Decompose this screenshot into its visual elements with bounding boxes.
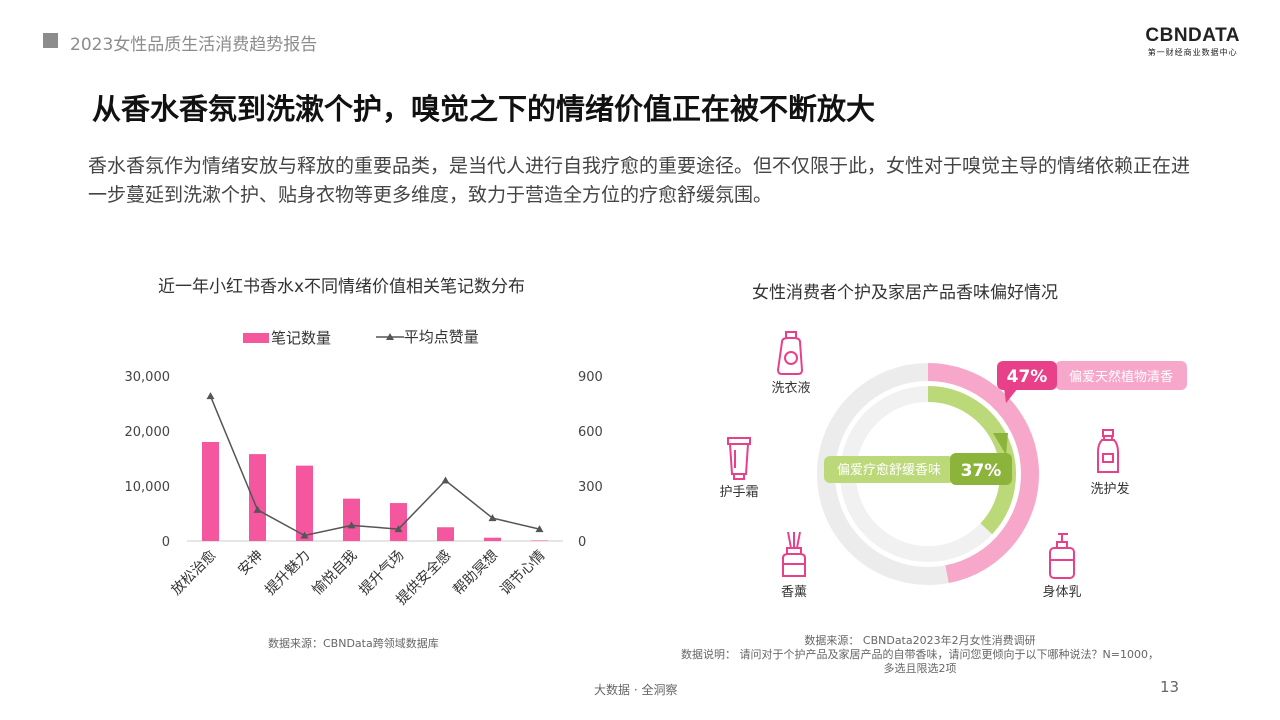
label-37-value-box: [950, 453, 1012, 485]
x-category-label: 提升魅力: [262, 548, 313, 599]
donut-chart: 47% 偏爱天然植物清香 37% 偏爱疗愈舒缓香味 洗衣液 护手霜 香薰: [719, 331, 1187, 600]
label-37-text: 偏爱疗愈舒缓香味: [837, 463, 941, 478]
avg-likes-line: [209, 395, 540, 537]
bar-2: [249, 454, 266, 541]
bar-chart: 0 10,000 20,000 30,000 0 300 600 900 放松治愈 安神提升魅力愉…: [125, 370, 603, 608]
line-point-6: [441, 476, 450, 484]
line-point-7: [488, 514, 497, 522]
header-square: [43, 33, 58, 48]
legend-bar-swatch: [243, 332, 269, 343]
label-47-pointer: [1004, 388, 1018, 403]
bar-8: [531, 540, 548, 541]
y-right-tick-label: 600: [578, 425, 603, 440]
y-right-tick-label: 0: [578, 535, 586, 550]
hand-cream-icon: [727, 437, 751, 480]
logo-sub-text: 第一财经商业数据中心: [1147, 48, 1238, 57]
line-point-1: [206, 392, 215, 400]
logo-main-text: CBNDATA: [1145, 25, 1240, 46]
icon-label-aroma: 香薰: [781, 585, 807, 600]
icon-label-body-lotion: 身体乳: [1042, 584, 1081, 600]
x-category-label: 帮助冥想: [450, 548, 501, 599]
bar-chart-source: 数据来源：CBNData跨领域数据库: [268, 637, 439, 650]
body-lotion-icon: [1049, 533, 1075, 579]
y-left-tick-label: 10,000: [125, 480, 171, 495]
donut-source-line-1: 数据来源： CBNData2023年2月女性消费调研: [804, 634, 1036, 647]
label-37-pointer: [993, 433, 1008, 455]
donut-source-line-2: 数据说明： 请问对于个护产品及家居产品的自带香味，请问您更倾向于以下哪种说法？N…: [681, 648, 1159, 661]
cbndata-logo: CBNDATA 第一财经商业数据中心: [1145, 26, 1240, 58]
line-point-4: [347, 521, 356, 529]
bar-1: [202, 442, 219, 541]
legend-item-bars: 笔记数量: [243, 327, 331, 348]
detergent-icon: [776, 331, 804, 375]
line-point-8: [535, 525, 544, 533]
label-37-value: 37%: [961, 461, 1002, 481]
y-left-tick-label: 20,000: [125, 425, 171, 440]
legend-label-line: 平均点赞量: [403, 328, 479, 346]
label-37-group: 37% 偏爱疗愈舒缓香味: [824, 433, 1012, 485]
y-left-tick-label: 0: [162, 535, 170, 550]
bar-4: [343, 498, 360, 541]
bar-chart-title: 近一年小红书香水x不同情绪价值相关笔记数分布: [158, 277, 526, 297]
aroma-diffuser-icon: [782, 531, 806, 577]
x-category-label: 调节心情: [497, 548, 548, 599]
bar-chart-legend: 笔记数量 平均点赞量: [243, 326, 519, 348]
donut-chart-title: 女性消费者个护及家居产品香味偏好情况: [752, 283, 1058, 303]
shampoo-icon: [1097, 429, 1119, 473]
label-47-value: 47%: [1007, 367, 1048, 387]
label-47-group: 47% 偏爱天然植物清香: [997, 361, 1187, 403]
bar-6: [437, 527, 454, 541]
icon-label-detergent: 洗衣液: [771, 380, 810, 396]
donut-chart-source: 数据来源： CBNData2023年2月女性消费调研 数据说明： 请问对于个护产…: [640, 634, 1200, 676]
x-category-label: 放松治愈: [168, 548, 219, 599]
legend-line-swatch: [375, 332, 404, 340]
line-point-5: [394, 525, 403, 533]
y-right-tick-label: 300: [578, 480, 603, 495]
legend-label-bars: 笔记数量: [271, 329, 332, 347]
label-47-text-box: [1055, 361, 1187, 390]
line-point-2: [253, 505, 262, 513]
page-number: 13: [1160, 678, 1180, 696]
label-47-text: 偏爱天然植物清香: [1069, 369, 1173, 385]
y-left-tick-label: 30,000: [125, 370, 171, 385]
description: 香水香氛作为情绪安放与释放的重要品类，是当代人进行自我疗愈的重要途径。但不仅限于…: [88, 155, 1191, 206]
bar-3: [296, 465, 313, 541]
icon-label-hand-cream: 护手霜: [719, 485, 758, 500]
legend-item-line: 平均点赞量: [375, 326, 479, 347]
bar-5: [390, 503, 407, 541]
outer-ring-arc-47: [927, 363, 1039, 584]
x-category-label: 愉悦自我: [309, 548, 360, 599]
icon-label-shampoo: 洗护发: [1090, 481, 1129, 497]
donut-source-line-3: 多选且限选2项: [883, 662, 957, 675]
label-37-text-box: [824, 456, 954, 483]
footer-tagline: 大数据 · 全洞察: [594, 683, 678, 697]
line-point-3: [300, 531, 309, 539]
report-title: 2023女性品质生活消费趋势报告: [70, 35, 318, 55]
bar-7: [484, 537, 501, 541]
label-47-value-box: [997, 361, 1057, 390]
x-category-label: 安神: [235, 548, 266, 579]
y-right-tick-label: 900: [578, 370, 603, 385]
headline: 从香水香氛到洗漱个护，嗅觉之下的情绪价值正在被不断放大: [92, 92, 876, 126]
